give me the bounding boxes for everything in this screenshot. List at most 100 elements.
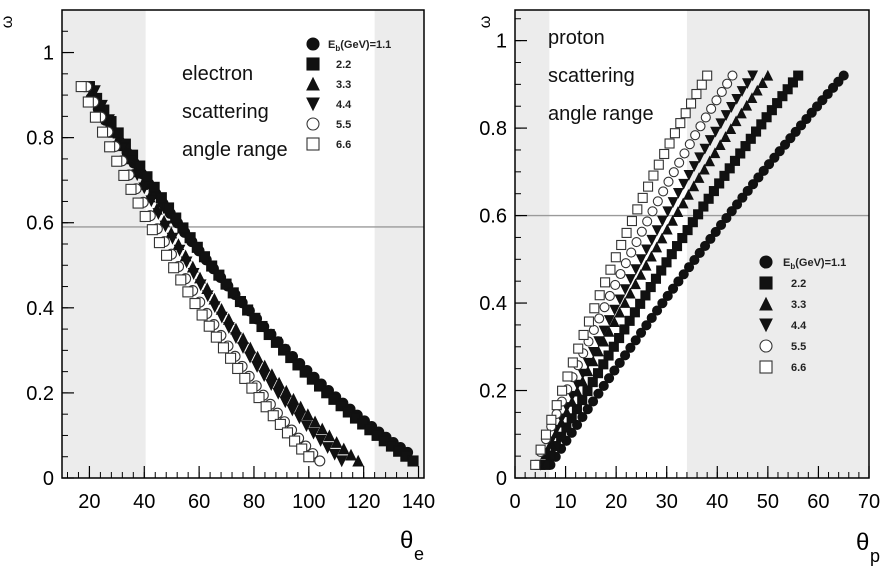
data-point [203,320,215,332]
data-point [287,392,300,405]
shaded-range [515,10,550,478]
data-point [753,172,764,183]
data-point [159,220,172,233]
data-point [225,352,237,364]
data-point [292,359,304,371]
data-point [168,262,180,274]
data-point [650,273,662,284]
data-point [790,126,801,137]
annotation-line: scattering [548,65,635,87]
data-point [111,155,123,167]
data-point [614,357,625,368]
legend-label: 4.4 [791,320,807,332]
data-point [330,436,343,448]
data-point [620,258,631,269]
data-point [227,287,239,299]
data-point [691,88,702,100]
data-point [668,283,679,294]
data-point [630,264,642,275]
data-point [662,206,674,218]
data-point [727,70,738,81]
data-point [603,350,614,361]
y-tick-label: 0.4 [26,298,54,320]
data-point [194,279,207,292]
data-point [145,195,158,208]
data-point [608,316,620,328]
data-point [303,451,315,463]
data-point [316,422,329,435]
data-point [138,182,151,195]
data-point [684,139,695,150]
legend-label: 3.3 [791,299,806,311]
data-point [619,297,631,308]
data-point [328,448,341,461]
legend-marker [306,137,320,151]
x-axis-label-subscript: e [414,544,424,564]
data-point [562,371,573,382]
data-point [604,373,615,384]
data-point [117,142,130,155]
data-point [742,185,753,196]
x-tick-label: 20 [78,491,100,513]
data-point [210,331,222,343]
data-point [141,171,153,183]
data-point [139,210,151,223]
data-point [598,380,609,391]
data-point [777,91,788,102]
data-point [307,427,320,440]
data-point [352,454,365,467]
data-point [173,244,186,257]
data-point [838,70,849,81]
data-point [761,112,772,123]
y-tick-label: 1 [496,31,507,53]
data-point [588,396,599,407]
data-point [624,315,635,326]
data-point [605,264,616,275]
data-point [230,332,242,345]
x-tick-label: 0 [509,491,520,513]
data-point [592,368,604,379]
data-point [679,148,690,159]
data-point [328,393,340,405]
data-point [246,382,258,394]
legend-marker [306,97,320,112]
x-tick-label: 80 [243,491,265,513]
data-point [583,316,595,327]
data-point [152,208,165,220]
data-point [249,312,261,324]
data-point [267,410,279,422]
data-point [604,290,615,302]
data-point [598,359,609,370]
data-point [736,86,748,97]
data-point [653,159,664,170]
data-point [104,141,116,153]
data-point [103,114,115,127]
data-point [234,295,246,308]
data-point [621,227,632,238]
data-point [535,444,546,455]
legend-label: 2.2 [336,59,351,71]
data-point [688,161,700,172]
data-point [182,286,194,298]
data-point [599,302,610,313]
data-point [272,387,285,400]
x-tick-label: 70 [858,491,880,513]
data-point [806,107,817,118]
legend-label: 3.3 [336,79,351,91]
data-point [626,215,637,227]
data-point [635,298,646,309]
data-point [278,344,290,356]
data-point [694,247,705,258]
data-point [651,241,663,253]
data-point [124,155,137,168]
data-point [132,197,144,209]
data-point [293,412,306,425]
data-point [635,269,647,280]
shaded-range [62,10,146,478]
data-point [567,357,578,368]
data-point [625,342,636,353]
data-point [285,351,297,364]
data-point [643,181,654,192]
data-point [801,113,812,125]
legend-marker [759,255,773,269]
